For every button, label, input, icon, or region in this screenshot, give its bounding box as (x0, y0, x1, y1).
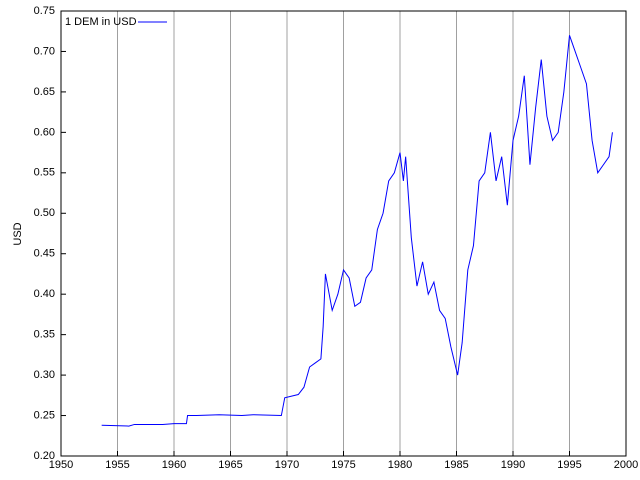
y-tick-label: 0.70 (34, 45, 55, 57)
x-tick-label: 1970 (275, 459, 299, 471)
y-axis-label: USD (12, 222, 24, 245)
y-tick-label: 0.55 (34, 167, 55, 179)
x-tick-label: 1980 (388, 459, 412, 471)
plot-frame (60, 10, 627, 457)
x-tick-label: 1965 (218, 459, 242, 471)
y-tick-label: 0.25 (34, 409, 55, 421)
y-tick-label: 0.35 (34, 329, 55, 341)
y-tick-label: 0.65 (34, 86, 55, 98)
x-tick-label: 2000 (614, 459, 638, 471)
y-tick-label: 0.40 (34, 288, 55, 300)
x-tick-label: 1985 (444, 459, 468, 471)
y-tick-label: 0.60 (34, 126, 55, 138)
y-tick-label: 0.20 (34, 450, 55, 462)
x-tick-label: 1990 (501, 459, 525, 471)
x-tick-label: 1960 (162, 459, 186, 471)
data-line (101, 35, 613, 427)
y-tick-label: 0.30 (34, 369, 55, 381)
x-tick-label: 1975 (331, 459, 355, 471)
y-tick-label: 0.45 (34, 248, 55, 260)
legend-label: 1 DEM in USD (65, 16, 137, 28)
x-tick-label: 1955 (105, 459, 129, 471)
y-tick-label: 0.50 (34, 207, 55, 219)
x-tick-label: 1950 (49, 459, 73, 471)
y-tick-label: 0.75 (34, 5, 55, 17)
x-tick-label: 1995 (557, 459, 581, 471)
